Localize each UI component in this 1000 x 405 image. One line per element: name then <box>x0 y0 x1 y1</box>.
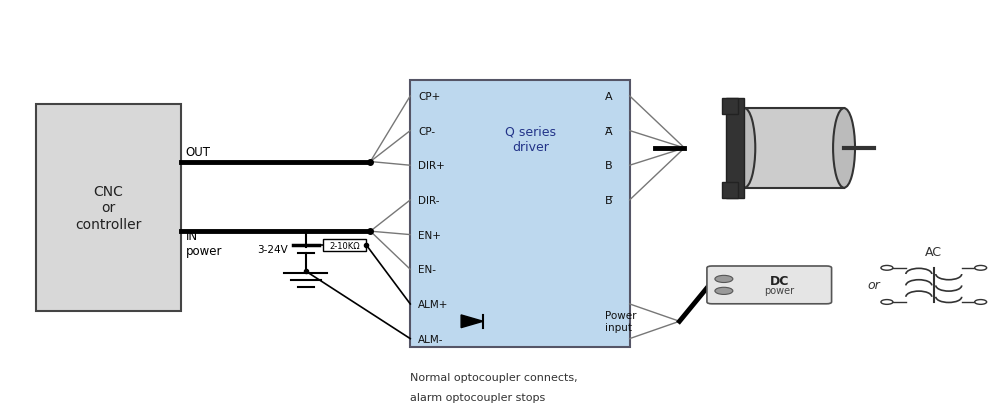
Text: A: A <box>605 92 612 102</box>
Text: CP-: CP- <box>418 126 435 136</box>
Polygon shape <box>461 315 483 328</box>
Text: Q series
driver: Q series driver <box>505 125 556 153</box>
Text: EN-: EN- <box>418 264 436 275</box>
Bar <box>722 182 738 198</box>
Text: alarm optocoupler stops: alarm optocoupler stops <box>410 392 546 402</box>
Text: Power
input: Power input <box>605 311 636 332</box>
Text: DIR-: DIR- <box>418 196 440 205</box>
Text: B: B <box>605 161 612 171</box>
Bar <box>722 99 738 115</box>
Circle shape <box>715 288 733 295</box>
Text: 3-24V: 3-24V <box>257 245 288 254</box>
Bar <box>744 109 844 188</box>
Text: power: power <box>764 285 794 295</box>
Text: DC: DC <box>770 274 789 287</box>
Text: Normal optocoupler connects,: Normal optocoupler connects, <box>410 373 578 382</box>
Ellipse shape <box>833 109 855 188</box>
Text: A̅: A̅ <box>605 126 612 136</box>
Circle shape <box>881 300 893 305</box>
Text: AC: AC <box>925 246 942 259</box>
Bar <box>323 239 366 252</box>
FancyBboxPatch shape <box>707 266 832 304</box>
Text: B̅: B̅ <box>605 196 612 205</box>
Text: or: or <box>868 279 880 292</box>
Text: ALM+: ALM+ <box>418 299 449 309</box>
Text: OUT: OUT <box>186 145 211 158</box>
Text: ALM-: ALM- <box>418 334 444 344</box>
Circle shape <box>715 276 733 283</box>
Bar <box>36 104 181 311</box>
Text: CP+: CP+ <box>418 92 440 102</box>
Ellipse shape <box>733 109 755 188</box>
Text: CNC
or
controller: CNC or controller <box>75 185 142 231</box>
Text: EN+: EN+ <box>418 230 441 240</box>
Circle shape <box>881 266 893 271</box>
Circle shape <box>975 266 987 271</box>
Bar <box>410 81 630 347</box>
Text: IN
power: IN power <box>186 230 222 258</box>
Bar <box>726 99 744 198</box>
Circle shape <box>975 300 987 305</box>
Text: 2-10KΩ: 2-10KΩ <box>330 241 360 250</box>
Text: DIR+: DIR+ <box>418 161 445 171</box>
